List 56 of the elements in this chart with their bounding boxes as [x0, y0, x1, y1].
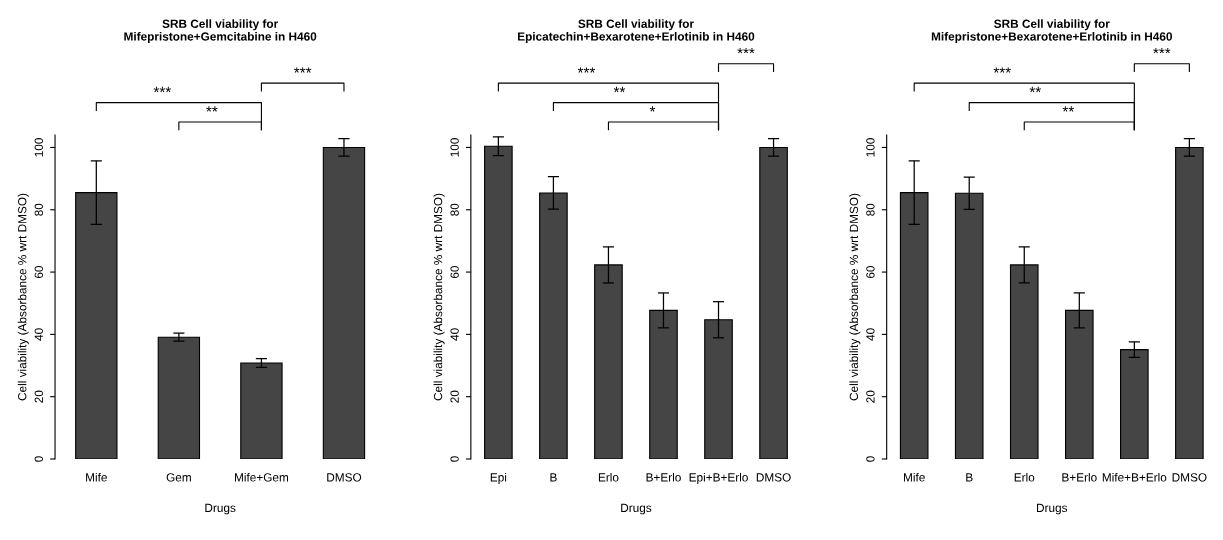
x-tick-label: B+Erlo [1062, 472, 1097, 482]
bar [240, 362, 283, 459]
x-tick-label: Gem [166, 473, 191, 482]
y-tick-label: 100 [866, 138, 875, 157]
bar [157, 336, 201, 459]
x-tick-label: Erlo [1014, 472, 1035, 482]
x-tick-label: DMSO [1172, 473, 1207, 482]
y-tick-label: 0 [866, 456, 875, 462]
text: * [649, 106, 656, 112]
chart-title: SRB Cell viability for Mifepristone+Bexarotene+Erlotinib in H460 [931, 19, 1173, 44]
y-axis-title: Cell viability (Absorbance % wrt DMSO) [849, 193, 861, 401]
y-tick-label: 0 [34, 456, 43, 462]
x-tick-label: Erlo [598, 472, 619, 482]
x-axis-title: Drugs [621, 503, 652, 515]
x-tick-label: Mife+B+Erlo [1102, 472, 1167, 482]
text: ** [1062, 106, 1074, 112]
y-tick-label: 40 [866, 328, 875, 341]
text: *** [993, 67, 1011, 73]
y-tick-label: 40 [450, 328, 459, 341]
y-tick-label: 20 [34, 390, 43, 403]
y-tick-label: 100 [34, 138, 43, 157]
x-tick-label: Mife [904, 472, 925, 482]
x-tick-label: Epi [490, 472, 507, 484]
x-tick-label: B [550, 473, 557, 482]
y-tick-label: 80 [34, 203, 43, 216]
y-tick-label: 100 [450, 138, 459, 157]
y-tick-label: 60 [450, 265, 459, 279]
x-axis-title: Drugs [205, 503, 236, 515]
y-tick-label: 40 [34, 328, 43, 341]
y-tick-label: 80 [866, 203, 875, 216]
x-axis-title: Drugs [1037, 503, 1068, 515]
text: *** [1153, 47, 1171, 54]
y-tick-label: 20 [866, 390, 875, 403]
text: ** [1029, 86, 1041, 93]
y-tick-label: 20 [450, 390, 459, 403]
y-tick-label: 60 [34, 265, 43, 279]
y-tick-label: 80 [450, 203, 459, 216]
text: ** [206, 106, 218, 112]
y-axis-title: Cell viability (Absorbance % wrt DMSO) [433, 193, 445, 401]
x-tick-label: DMSO [756, 473, 791, 482]
x-tick-label: Mife+Gem [235, 472, 289, 482]
y-tick-label: 60 [866, 265, 875, 279]
x-tick-label: Mife [86, 472, 107, 482]
chart-title: SRB Cell viability for Epicatechin+Bexarotene+Erlotinib in H460 [518, 19, 755, 44]
text: *** [153, 86, 172, 93]
x-tick-label: Epi+B+Erlo [689, 472, 748, 484]
x-tick-label: B [966, 473, 973, 482]
text: *** [577, 67, 596, 73]
y-axis-title: Cell viability (Absorbance % wrt DMSO) [17, 193, 29, 401]
x-tick-label: DMSO [327, 473, 362, 482]
chart-title: SRB Cell viability for Mifepristone+Gemcitabine in H460 [124, 19, 317, 44]
y-tick-label: 0 [450, 456, 459, 462]
text: *** [737, 47, 755, 54]
text: *** [294, 67, 312, 73]
text: ** [613, 86, 626, 93]
x-tick-label: B+Erlo [646, 472, 681, 482]
